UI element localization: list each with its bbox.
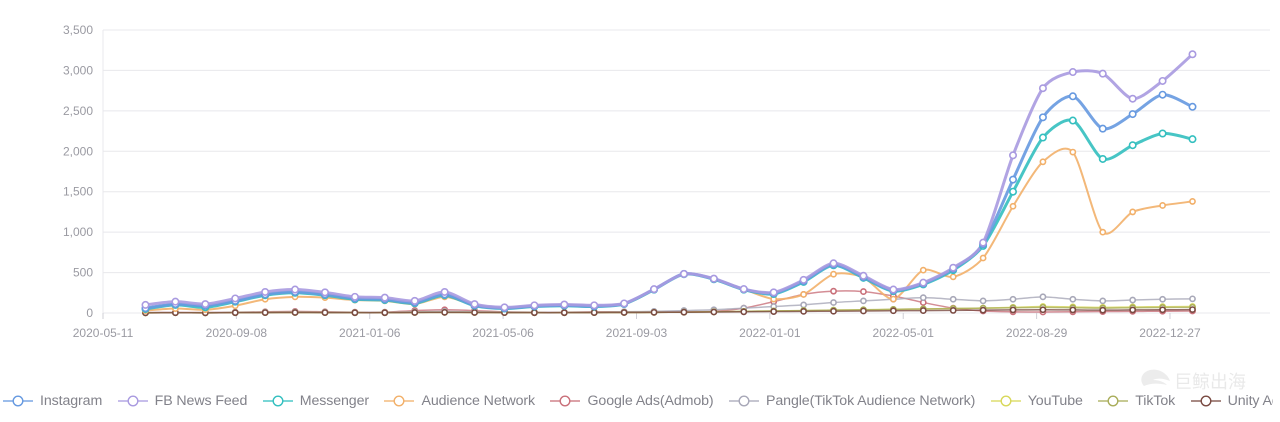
svg-text:3,000: 3,000 [63, 63, 93, 77]
svg-text:2,000: 2,000 [63, 144, 93, 158]
svg-text:2022-05-01: 2022-05-01 [873, 326, 935, 340]
svg-text:2022-08-29: 2022-08-29 [1006, 326, 1068, 340]
svg-text:1,000: 1,000 [63, 225, 93, 239]
svg-text:1,500: 1,500 [63, 185, 93, 199]
svg-text:2022-12-27: 2022-12-27 [1139, 326, 1201, 340]
svg-text:2021-01-06: 2021-01-06 [339, 326, 401, 340]
svg-text:2,500: 2,500 [63, 104, 93, 118]
svg-text:2021-05-06: 2021-05-06 [472, 326, 534, 340]
svg-text:0: 0 [86, 306, 93, 320]
svg-text:2022-01-01: 2022-01-01 [739, 326, 801, 340]
svg-text:巨鲸出海: 巨鲸出海 [1174, 372, 1246, 392]
svg-text:2020-05-11: 2020-05-11 [73, 326, 134, 340]
svg-text:2021-09-03: 2021-09-03 [606, 326, 668, 340]
svg-text:3,500: 3,500 [63, 23, 93, 37]
svg-text:2020-09-08: 2020-09-08 [206, 326, 268, 340]
svg-text:500: 500 [73, 266, 93, 280]
